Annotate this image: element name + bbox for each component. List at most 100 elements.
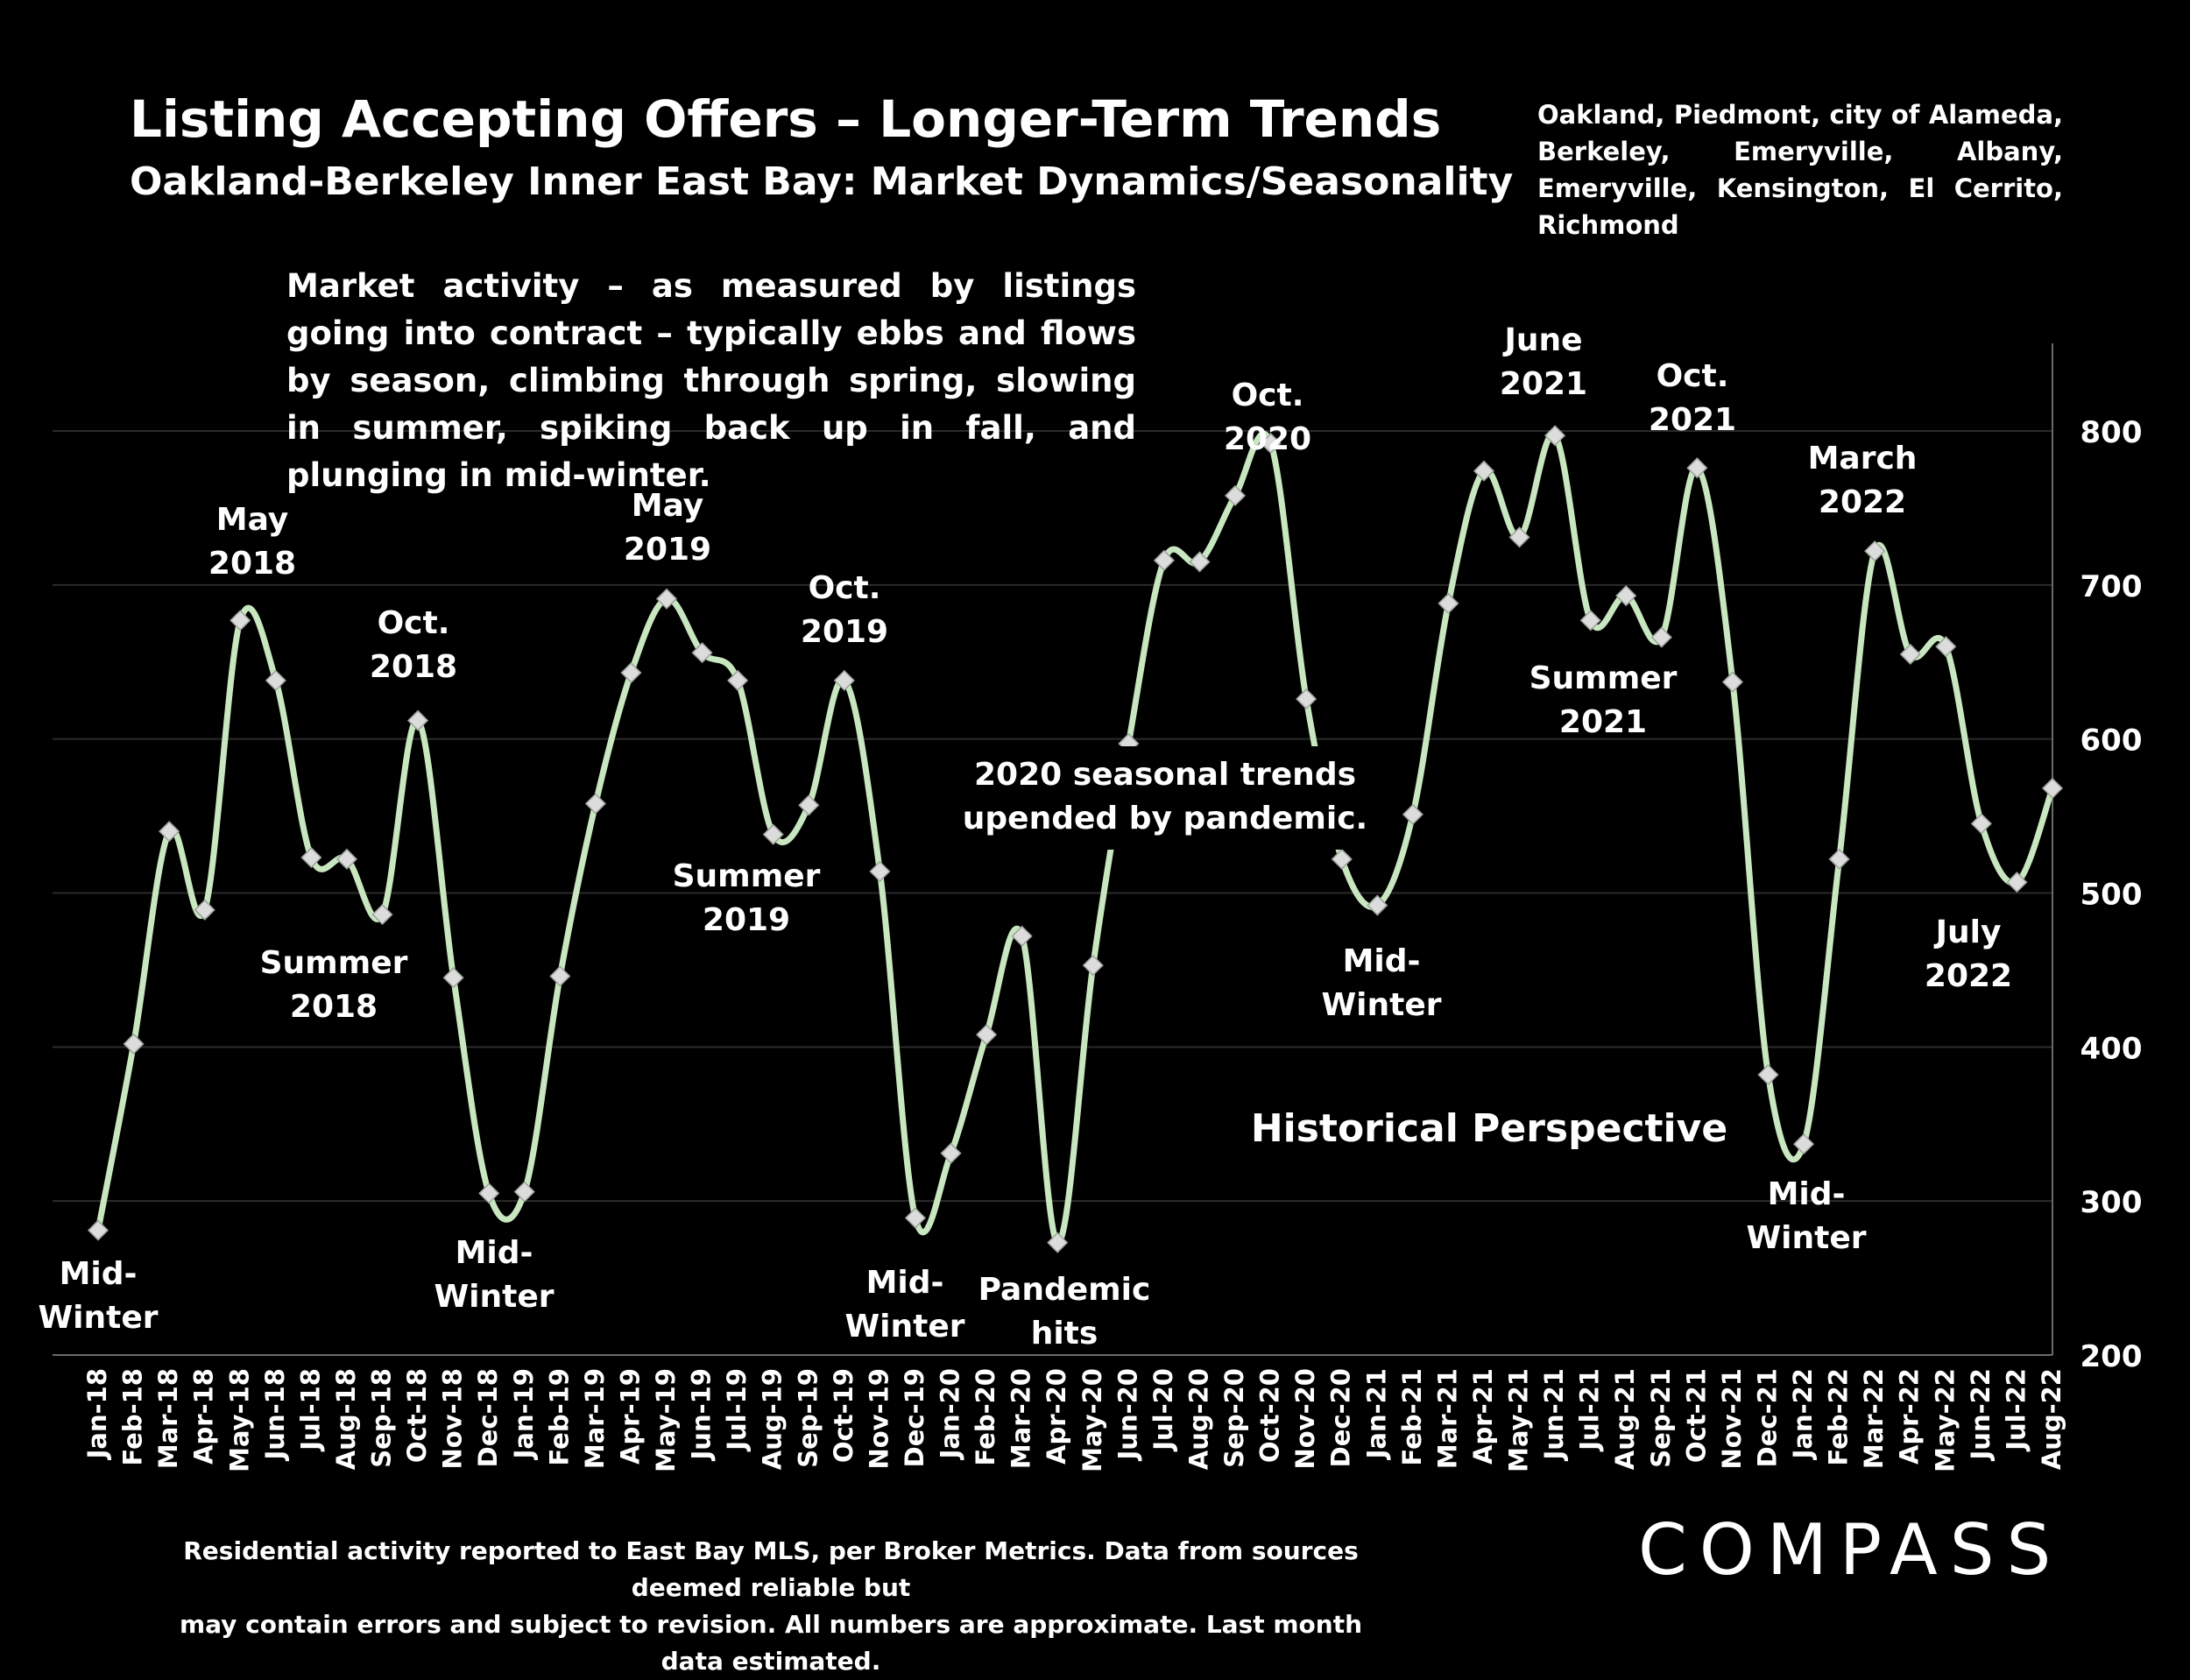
annotation-label: May <box>632 488 703 524</box>
annotation-label: Historical Perspective <box>1251 1106 1727 1151</box>
x-tick-label: Jan-21 <box>1361 1368 1391 1460</box>
x-tick-label: May-18 <box>224 1368 254 1472</box>
y-tick-label: 700 <box>2080 569 2143 604</box>
data-point <box>407 709 429 731</box>
data-point <box>1260 433 1282 455</box>
annotation-label: 2019 <box>703 902 790 938</box>
x-tick-label: Apr-18 <box>189 1368 219 1465</box>
data-point <box>87 1219 110 1241</box>
data-point <box>159 821 180 843</box>
x-tick-label: Sep-18 <box>367 1368 397 1468</box>
annotation-label: upended by pandemic. <box>963 801 1367 836</box>
compass-logo: COMPASS <box>1638 1509 2064 1591</box>
x-tick-label: Oct-18 <box>402 1368 432 1463</box>
data-point <box>762 823 784 845</box>
annotation-label: Oct. <box>1657 358 1729 394</box>
annotation-label: Mid- <box>1343 943 1421 979</box>
x-tick-label: Dec-18 <box>473 1368 503 1467</box>
x-tick-label: Jun-18 <box>260 1368 290 1461</box>
annotation-label: 2018 <box>290 989 378 1025</box>
y-tick-label: 400 <box>2080 1031 2143 1066</box>
data-point <box>727 669 749 691</box>
x-tick-label: Sep-21 <box>1646 1368 1676 1468</box>
data-point <box>513 1181 535 1203</box>
data-point <box>584 793 606 815</box>
data-point <box>1296 688 1318 710</box>
x-tick-label: Mar-20 <box>1007 1368 1036 1469</box>
data-point <box>1153 549 1175 571</box>
annotation-label: 2020 seasonal trends <box>974 757 1356 793</box>
data-point <box>1367 894 1388 916</box>
data-point <box>1935 636 1957 658</box>
x-tick-label: Jun-20 <box>1113 1368 1142 1461</box>
x-tick-label: Aug-21 <box>1610 1368 1640 1470</box>
data-point <box>798 794 820 816</box>
data-point <box>940 1142 962 1164</box>
data-point <box>1047 1232 1069 1253</box>
x-tick-label: Dec-19 <box>900 1368 929 1467</box>
y-tick-label: 800 <box>2080 415 2143 450</box>
data-point <box>1011 925 1033 947</box>
x-tick-label: Apr-22 <box>1895 1368 1925 1465</box>
data-point <box>1686 457 1708 479</box>
annotation-label: Oct. <box>809 570 881 606</box>
data-point <box>1757 1063 1779 1086</box>
annotation-label: March <box>1808 441 1918 476</box>
y-tick-label: 200 <box>2080 1339 2143 1374</box>
data-point <box>1402 803 1424 825</box>
data-point <box>1864 540 1886 562</box>
x-tick-label: Feb-19 <box>544 1368 574 1465</box>
annotation-label: Winter <box>38 1300 158 1336</box>
annotation-label: 2020 <box>1224 421 1311 457</box>
y-tick-label: 300 <box>2080 1185 2143 1220</box>
x-tick-label: Dec-20 <box>1326 1368 1356 1467</box>
page-subtitle: Oakland-Berkeley Inner East Bay: Market … <box>130 159 1514 204</box>
data-point <box>442 967 464 989</box>
annotation-label: Winter <box>434 1279 554 1315</box>
x-tick-label: Jul-20 <box>1148 1368 1178 1452</box>
data-point <box>478 1182 500 1204</box>
y-tick-label: 500 <box>2080 878 2143 913</box>
data-point <box>1082 955 1104 977</box>
annotation-label: Winter <box>1321 987 1441 1023</box>
region-list: Oakland, Piedmont, city of Alameda, Berk… <box>1537 100 2063 240</box>
x-tick-label: Feb-22 <box>1824 1368 1854 1465</box>
data-point <box>2006 872 2028 893</box>
annotation-label: Winter <box>844 1309 964 1345</box>
x-tick-label: Aug-22 <box>2037 1368 2066 1470</box>
annotation-label: 2021 <box>1649 402 1736 438</box>
x-tick-label: Mar-18 <box>153 1368 183 1469</box>
data-point <box>1792 1133 1815 1155</box>
data-point <box>869 860 891 882</box>
data-point <box>691 642 713 664</box>
x-tick-label: Sep-20 <box>1219 1368 1249 1468</box>
x-tick-label: Nov-19 <box>864 1368 894 1470</box>
data-point <box>1721 671 1743 693</box>
x-tick-label: Aug-19 <box>758 1368 788 1470</box>
data-point <box>1224 484 1247 506</box>
footnote: Residential activity reported to East Ba… <box>158 1533 1384 1680</box>
footnote-line-2: may contain errors and subject to revisi… <box>179 1610 1363 1676</box>
y-tick-label: 600 <box>2080 724 2143 759</box>
page-title: Listing Accepting Offers – Longer-Term T… <box>130 89 1442 149</box>
x-tick-label: May-21 <box>1504 1368 1534 1472</box>
x-tick-label: May-20 <box>1077 1368 1107 1472</box>
annotation-label: 2021 <box>1500 366 1587 402</box>
x-tick-label: May-19 <box>651 1368 681 1472</box>
x-tick-label: Jan-19 <box>509 1368 539 1460</box>
annotation-label: June <box>1501 322 1582 358</box>
data-point <box>230 610 251 632</box>
x-tick-label: Nov-21 <box>1717 1368 1747 1470</box>
x-tick-label: Dec-21 <box>1752 1368 1782 1467</box>
x-tick-label: Jul-21 <box>1575 1368 1605 1452</box>
data-point <box>1650 626 1672 648</box>
x-tick-label: Jul-22 <box>2001 1368 2031 1452</box>
data-point <box>1579 610 1601 632</box>
annotation-label: 2021 <box>1559 704 1647 740</box>
x-tick-label: Jan-20 <box>936 1368 965 1460</box>
data-point <box>371 904 393 926</box>
annotation-label: Summer <box>673 858 821 894</box>
data-point <box>1899 643 1921 666</box>
x-tick-label: Feb-18 <box>118 1368 148 1465</box>
x-tick-label: Oct-19 <box>829 1368 858 1463</box>
